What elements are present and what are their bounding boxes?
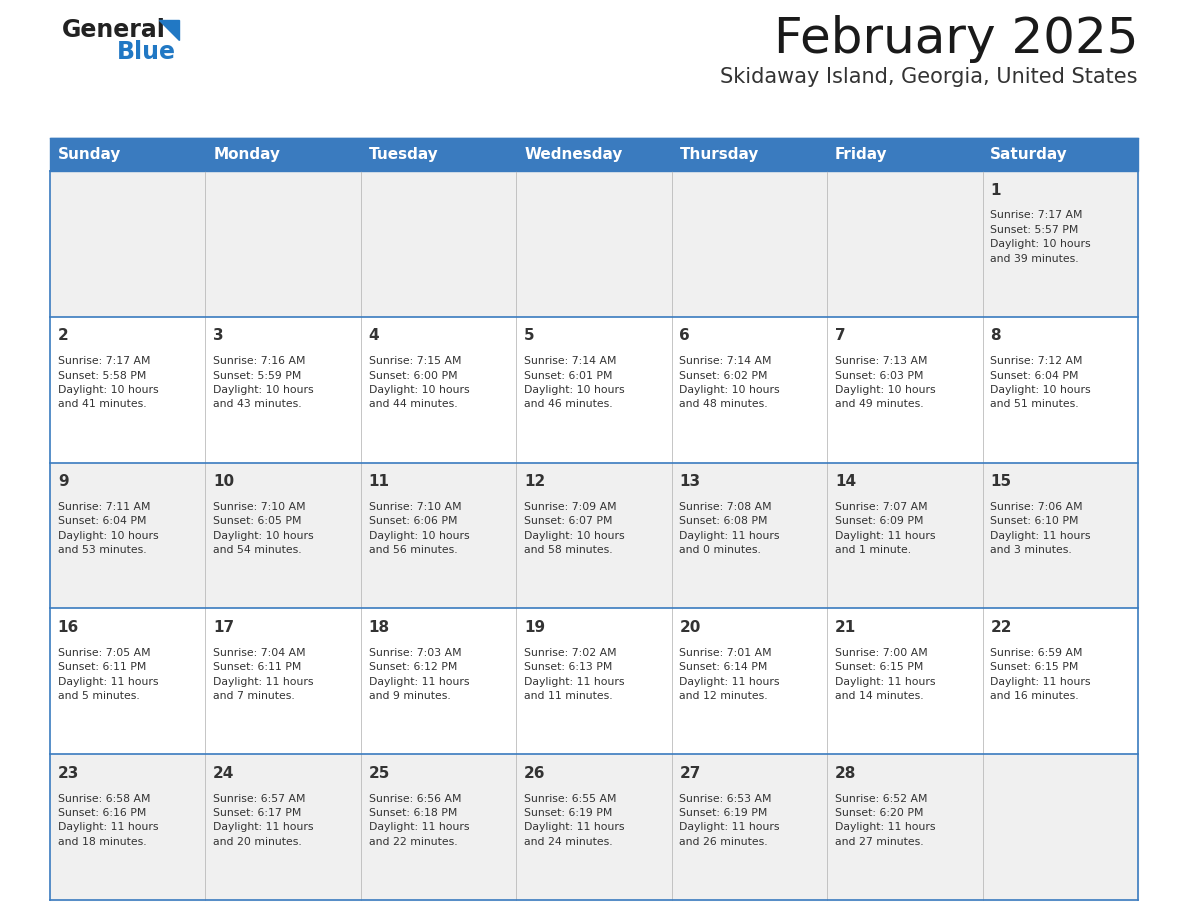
Text: Sunrise: 6:53 AM
Sunset: 6:19 PM
Daylight: 11 hours
and 26 minutes.: Sunrise: 6:53 AM Sunset: 6:19 PM Dayligh… <box>680 793 781 846</box>
Text: Sunrise: 7:09 AM
Sunset: 6:07 PM
Daylight: 10 hours
and 58 minutes.: Sunrise: 7:09 AM Sunset: 6:07 PM Dayligh… <box>524 502 625 555</box>
Text: 17: 17 <box>213 620 234 635</box>
Text: Sunrise: 7:11 AM
Sunset: 6:04 PM
Daylight: 10 hours
and 53 minutes.: Sunrise: 7:11 AM Sunset: 6:04 PM Dayligh… <box>58 502 158 555</box>
Text: Sunrise: 6:56 AM
Sunset: 6:18 PM
Daylight: 11 hours
and 22 minutes.: Sunrise: 6:56 AM Sunset: 6:18 PM Dayligh… <box>368 793 469 846</box>
Text: 21: 21 <box>835 620 857 635</box>
Text: 6: 6 <box>680 329 690 343</box>
Text: Sunrise: 7:00 AM
Sunset: 6:15 PM
Daylight: 11 hours
and 14 minutes.: Sunrise: 7:00 AM Sunset: 6:15 PM Dayligh… <box>835 648 935 701</box>
Text: Wednesday: Wednesday <box>524 147 623 162</box>
Text: 15: 15 <box>991 475 1011 489</box>
Text: Friday: Friday <box>835 147 887 162</box>
Text: Sunrise: 6:58 AM
Sunset: 6:16 PM
Daylight: 11 hours
and 18 minutes.: Sunrise: 6:58 AM Sunset: 6:16 PM Dayligh… <box>58 793 158 846</box>
Text: Sunrise: 7:04 AM
Sunset: 6:11 PM
Daylight: 11 hours
and 7 minutes.: Sunrise: 7:04 AM Sunset: 6:11 PM Dayligh… <box>213 648 314 701</box>
Text: Sunrise: 7:03 AM
Sunset: 6:12 PM
Daylight: 11 hours
and 9 minutes.: Sunrise: 7:03 AM Sunset: 6:12 PM Dayligh… <box>368 648 469 701</box>
Text: Sunrise: 6:52 AM
Sunset: 6:20 PM
Daylight: 11 hours
and 27 minutes.: Sunrise: 6:52 AM Sunset: 6:20 PM Dayligh… <box>835 793 935 846</box>
Text: Sunrise: 7:17 AM
Sunset: 5:57 PM
Daylight: 10 hours
and 39 minutes.: Sunrise: 7:17 AM Sunset: 5:57 PM Dayligh… <box>991 210 1091 263</box>
Text: Blue: Blue <box>116 40 176 64</box>
Bar <box>50 138 1138 171</box>
Text: Sunrise: 6:59 AM
Sunset: 6:15 PM
Daylight: 11 hours
and 16 minutes.: Sunrise: 6:59 AM Sunset: 6:15 PM Dayligh… <box>991 648 1091 701</box>
Text: 1: 1 <box>991 183 1000 197</box>
Text: 9: 9 <box>58 475 69 489</box>
Text: 20: 20 <box>680 620 701 635</box>
Text: Sunrise: 7:13 AM
Sunset: 6:03 PM
Daylight: 10 hours
and 49 minutes.: Sunrise: 7:13 AM Sunset: 6:03 PM Dayligh… <box>835 356 935 409</box>
Text: Sunrise: 7:08 AM
Sunset: 6:08 PM
Daylight: 11 hours
and 0 minutes.: Sunrise: 7:08 AM Sunset: 6:08 PM Dayligh… <box>680 502 781 555</box>
Text: Sunrise: 7:05 AM
Sunset: 6:11 PM
Daylight: 11 hours
and 5 minutes.: Sunrise: 7:05 AM Sunset: 6:11 PM Dayligh… <box>58 648 158 701</box>
Text: Thursday: Thursday <box>680 147 759 162</box>
Bar <box>50 609 1138 755</box>
Text: Sunrise: 7:15 AM
Sunset: 6:00 PM
Daylight: 10 hours
and 44 minutes.: Sunrise: 7:15 AM Sunset: 6:00 PM Dayligh… <box>368 356 469 409</box>
Bar <box>50 317 1138 463</box>
Text: Sunrise: 7:17 AM
Sunset: 5:58 PM
Daylight: 10 hours
and 41 minutes.: Sunrise: 7:17 AM Sunset: 5:58 PM Dayligh… <box>58 356 158 409</box>
Text: Sunday: Sunday <box>58 147 121 162</box>
Text: Sunrise: 7:14 AM
Sunset: 6:02 PM
Daylight: 10 hours
and 48 minutes.: Sunrise: 7:14 AM Sunset: 6:02 PM Dayligh… <box>680 356 781 409</box>
Text: 10: 10 <box>213 475 234 489</box>
Text: 28: 28 <box>835 766 857 781</box>
Text: 27: 27 <box>680 766 701 781</box>
Text: 5: 5 <box>524 329 535 343</box>
Text: Sunrise: 7:02 AM
Sunset: 6:13 PM
Daylight: 11 hours
and 11 minutes.: Sunrise: 7:02 AM Sunset: 6:13 PM Dayligh… <box>524 648 625 701</box>
Text: 23: 23 <box>58 766 80 781</box>
Text: 2: 2 <box>58 329 69 343</box>
Text: Monday: Monday <box>213 147 280 162</box>
Text: 16: 16 <box>58 620 80 635</box>
Text: General: General <box>62 18 166 42</box>
Text: February 2025: February 2025 <box>773 15 1138 63</box>
Text: 14: 14 <box>835 475 857 489</box>
Text: 3: 3 <box>213 329 223 343</box>
Text: Skidaway Island, Georgia, United States: Skidaway Island, Georgia, United States <box>720 67 1138 87</box>
Text: 26: 26 <box>524 766 545 781</box>
Text: 11: 11 <box>368 475 390 489</box>
Text: Saturday: Saturday <box>991 147 1068 162</box>
Text: 25: 25 <box>368 766 390 781</box>
Text: Sunrise: 7:06 AM
Sunset: 6:10 PM
Daylight: 11 hours
and 3 minutes.: Sunrise: 7:06 AM Sunset: 6:10 PM Dayligh… <box>991 502 1091 555</box>
Text: 18: 18 <box>368 620 390 635</box>
Text: Tuesday: Tuesday <box>368 147 438 162</box>
Text: Sunrise: 7:07 AM
Sunset: 6:09 PM
Daylight: 11 hours
and 1 minute.: Sunrise: 7:07 AM Sunset: 6:09 PM Dayligh… <box>835 502 935 555</box>
Bar <box>50 171 1138 317</box>
Text: Sunrise: 7:16 AM
Sunset: 5:59 PM
Daylight: 10 hours
and 43 minutes.: Sunrise: 7:16 AM Sunset: 5:59 PM Dayligh… <box>213 356 314 409</box>
Text: Sunrise: 7:12 AM
Sunset: 6:04 PM
Daylight: 10 hours
and 51 minutes.: Sunrise: 7:12 AM Sunset: 6:04 PM Dayligh… <box>991 356 1091 409</box>
Text: 13: 13 <box>680 475 701 489</box>
Bar <box>50 755 1138 900</box>
Text: Sunrise: 6:57 AM
Sunset: 6:17 PM
Daylight: 11 hours
and 20 minutes.: Sunrise: 6:57 AM Sunset: 6:17 PM Dayligh… <box>213 793 314 846</box>
Polygon shape <box>159 20 179 40</box>
Text: 7: 7 <box>835 329 846 343</box>
Text: 22: 22 <box>991 620 1012 635</box>
Text: 24: 24 <box>213 766 234 781</box>
Text: 12: 12 <box>524 475 545 489</box>
Text: Sunrise: 7:10 AM
Sunset: 6:05 PM
Daylight: 10 hours
and 54 minutes.: Sunrise: 7:10 AM Sunset: 6:05 PM Dayligh… <box>213 502 314 555</box>
Text: 19: 19 <box>524 620 545 635</box>
Bar <box>50 463 1138 609</box>
Text: 8: 8 <box>991 329 1001 343</box>
Text: Sunrise: 7:01 AM
Sunset: 6:14 PM
Daylight: 11 hours
and 12 minutes.: Sunrise: 7:01 AM Sunset: 6:14 PM Dayligh… <box>680 648 781 701</box>
Text: 4: 4 <box>368 329 379 343</box>
Text: Sunrise: 7:10 AM
Sunset: 6:06 PM
Daylight: 10 hours
and 56 minutes.: Sunrise: 7:10 AM Sunset: 6:06 PM Dayligh… <box>368 502 469 555</box>
Text: Sunrise: 7:14 AM
Sunset: 6:01 PM
Daylight: 10 hours
and 46 minutes.: Sunrise: 7:14 AM Sunset: 6:01 PM Dayligh… <box>524 356 625 409</box>
Text: Sunrise: 6:55 AM
Sunset: 6:19 PM
Daylight: 11 hours
and 24 minutes.: Sunrise: 6:55 AM Sunset: 6:19 PM Dayligh… <box>524 793 625 846</box>
